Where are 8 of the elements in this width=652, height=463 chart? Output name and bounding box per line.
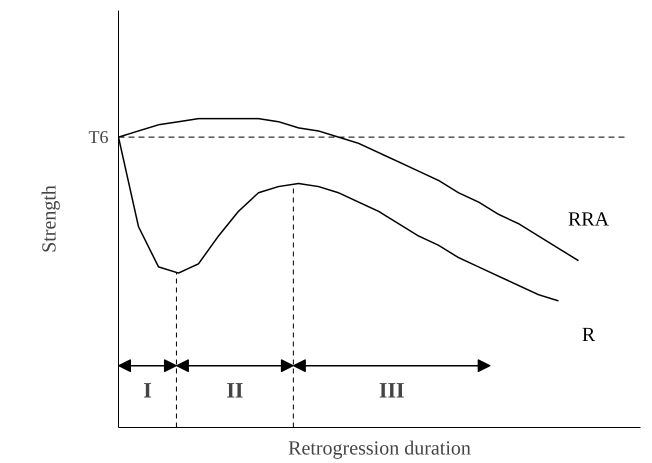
annotation: III bbox=[378, 378, 405, 403]
annotation: I bbox=[143, 378, 152, 403]
series-label: R bbox=[582, 324, 596, 346]
annotation: II bbox=[226, 378, 244, 403]
ref-line-label: T6 bbox=[88, 127, 109, 148]
x-axis-title: Retrogression duration bbox=[288, 438, 471, 460]
series-label: RRA bbox=[568, 208, 610, 231]
y-axis-title: Strength bbox=[38, 185, 61, 253]
